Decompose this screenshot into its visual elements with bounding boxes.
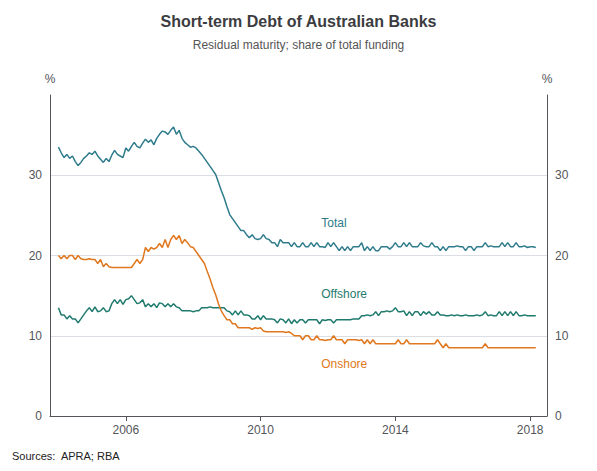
svg-text:30: 30 <box>29 168 43 182</box>
svg-text:0: 0 <box>35 409 42 423</box>
svg-text:20: 20 <box>29 249 43 263</box>
svg-text:2014: 2014 <box>382 423 409 437</box>
svg-text:20: 20 <box>555 249 569 263</box>
svg-text:2018: 2018 <box>517 423 544 437</box>
svg-text:10: 10 <box>555 329 569 343</box>
svg-text:Short-term Debt of Australian: Short-term Debt of Australian Banks <box>161 13 437 30</box>
svg-text:Residual maturity; share of to: Residual maturity; share of total fundin… <box>193 38 404 52</box>
svg-text:30: 30 <box>555 168 569 182</box>
svg-text:0: 0 <box>555 409 562 423</box>
svg-text:2010: 2010 <box>247 423 274 437</box>
svg-text:%: % <box>542 72 553 86</box>
svg-text:2006: 2006 <box>112 423 139 437</box>
svg-text:Sources: APRA; RBA: Sources: APRA; RBA <box>12 450 120 462</box>
svg-text:Offshore: Offshore <box>321 287 367 301</box>
svg-text:Total: Total <box>321 216 346 230</box>
svg-text:%: % <box>45 72 56 86</box>
svg-text:Onshore: Onshore <box>321 357 367 371</box>
svg-text:10: 10 <box>29 329 43 343</box>
